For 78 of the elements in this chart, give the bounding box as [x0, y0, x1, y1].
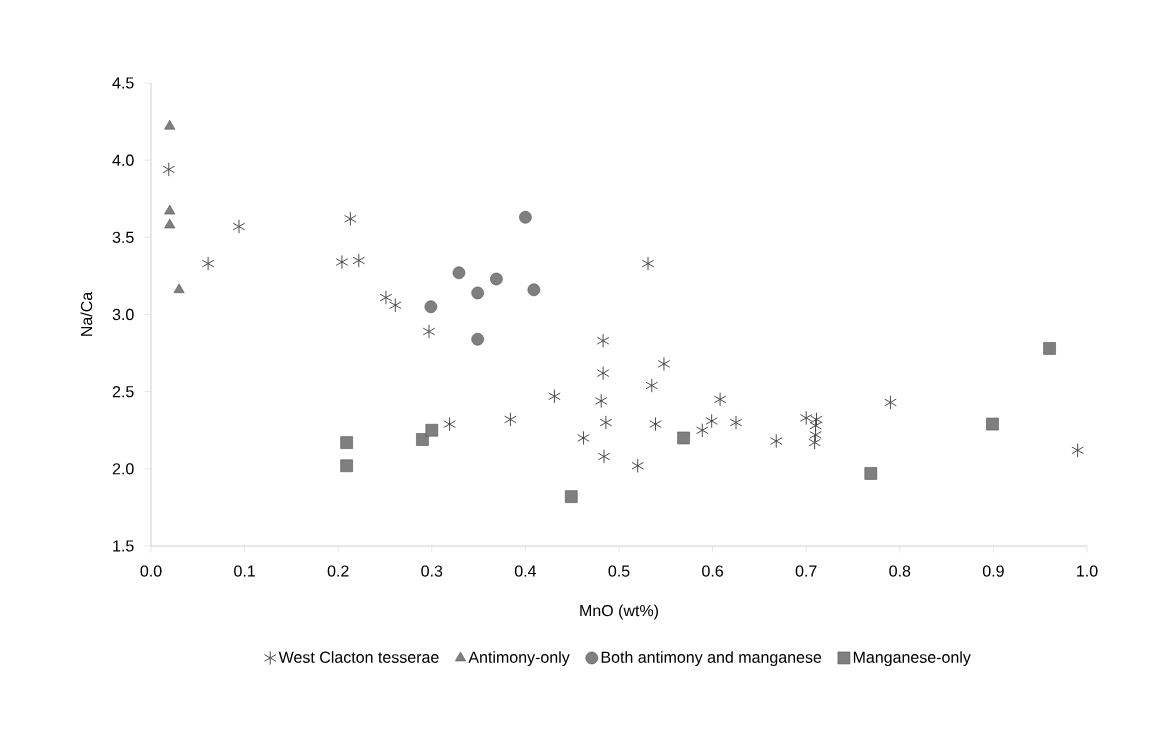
point [340, 459, 353, 473]
point [352, 253, 366, 268]
y-tick-label: 4.5 [112, 77, 134, 89]
point [548, 389, 561, 404]
legend-label: Manganese-only [853, 651, 971, 667]
point [424, 300, 438, 314]
point [645, 378, 659, 393]
point [594, 393, 608, 409]
point [422, 324, 436, 339]
point [565, 490, 578, 503]
point [729, 415, 743, 430]
point [340, 436, 353, 449]
point [164, 218, 176, 229]
point [809, 427, 822, 443]
point [425, 423, 439, 437]
x-tick-label: 0.2 [327, 565, 349, 577]
point [1043, 342, 1056, 355]
y-axis-title: Na/Ca [80, 291, 93, 336]
point [677, 431, 690, 445]
point [864, 467, 878, 480]
x-tick-label: 0.0 [140, 565, 162, 577]
legend-label: Antimony-only [468, 651, 570, 667]
y-tick-label: 1.5 [113, 540, 134, 552]
point [335, 254, 349, 270]
point [1071, 443, 1084, 458]
point [596, 366, 610, 381]
point [631, 458, 644, 473]
point [649, 416, 662, 432]
y-tick-label: 3.5 [112, 231, 134, 243]
point [986, 417, 999, 431]
y-tick-label: 3.0 [112, 308, 134, 321]
point [884, 395, 897, 410]
point [201, 256, 215, 271]
legend-label: Both antimony and manganese [601, 651, 822, 667]
point [705, 413, 718, 429]
point [696, 423, 709, 438]
point [173, 283, 185, 294]
x-tick-label: 0.1 [234, 565, 255, 577]
y-tick-label: 4.0 [112, 154, 134, 166]
point [164, 204, 176, 215]
point [799, 410, 813, 426]
point [162, 162, 176, 177]
x-tick-label: 0.3 [421, 565, 443, 577]
point [577, 430, 590, 446]
point [504, 412, 517, 427]
y-tick-label: 2.5 [112, 386, 134, 398]
x-tick-label: 0.9 [982, 565, 1004, 577]
point [657, 356, 671, 372]
point [770, 433, 783, 449]
point [164, 119, 176, 130]
x-tick-label: 0.7 [795, 565, 817, 577]
point [599, 415, 613, 430]
point [389, 298, 402, 313]
point [379, 290, 393, 305]
point [232, 219, 246, 234]
x-axis-title: MnO (wt%) [580, 604, 658, 620]
point [443, 416, 456, 432]
x-tick-label: 0.5 [608, 565, 630, 577]
legend-label: West Clacton tesserae [278, 651, 439, 663]
point [713, 392, 727, 407]
x-tick-label: 0.8 [889, 565, 911, 577]
x-tick-label: 0.6 [702, 565, 724, 577]
y-tick-label: 2.0 [112, 463, 134, 475]
point [597, 449, 611, 464]
point [452, 266, 466, 280]
point [810, 412, 823, 427]
point [641, 256, 655, 271]
point [519, 211, 532, 224]
point [596, 333, 610, 348]
x-tick-label: 0.4 [514, 565, 537, 577]
point [527, 283, 541, 297]
x-tick-label: 1.0 [1077, 565, 1098, 577]
point [471, 332, 484, 346]
point [471, 286, 484, 300]
point [344, 211, 357, 226]
point [490, 272, 503, 286]
point [808, 435, 821, 450]
point [416, 433, 429, 446]
